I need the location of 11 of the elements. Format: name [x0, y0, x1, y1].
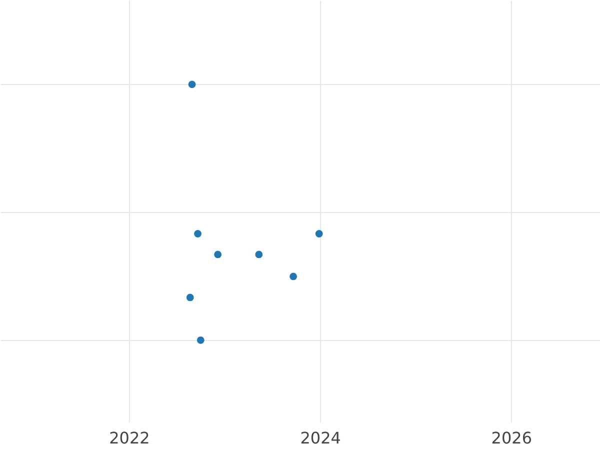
x-tick-label: 2024: [300, 428, 341, 448]
x-tick-label: 2026: [491, 428, 532, 448]
point: [214, 250, 222, 258]
point: [196, 336, 204, 344]
point: [186, 294, 194, 302]
point: [255, 250, 263, 258]
x-tick-label: 2022: [109, 428, 150, 448]
point: [194, 230, 202, 238]
point: [290, 272, 298, 280]
point: [188, 80, 196, 88]
point: [315, 230, 323, 238]
